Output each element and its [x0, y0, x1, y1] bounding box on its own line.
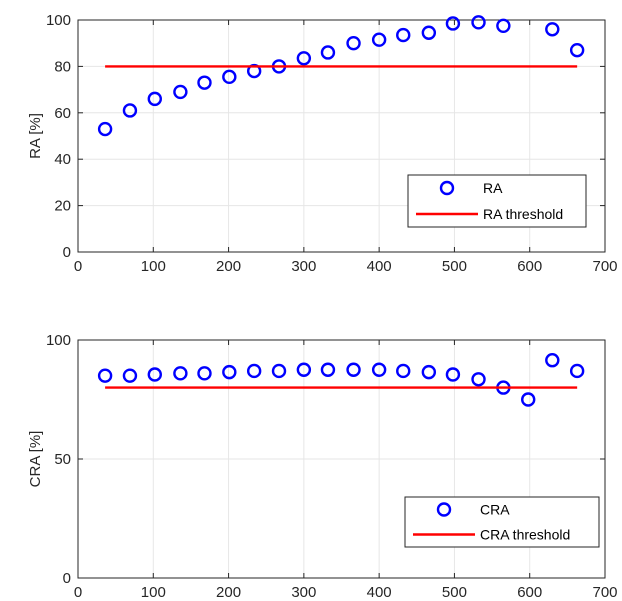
data-point [173, 84, 188, 100]
data-point [371, 362, 387, 377]
data-point [197, 366, 212, 381]
x-tick-label: 500 [442, 258, 467, 275]
data-point [545, 22, 560, 37]
x-tick-label: 200 [216, 584, 241, 601]
y-tick-label: 60 [54, 105, 71, 122]
axes-box [77, 19, 606, 253]
x-tick-label: 300 [291, 258, 316, 275]
y-axis-label: RA [%] [27, 113, 44, 159]
x-tick-label: 500 [442, 584, 467, 601]
data-point [147, 91, 162, 107]
data-point [296, 362, 312, 377]
data-point [346, 362, 361, 377]
data-point [122, 368, 138, 383]
legend-label: RA [483, 180, 503, 196]
data-point [545, 353, 560, 368]
x-tick-label: 400 [367, 258, 392, 275]
legend-label: CRA [480, 502, 510, 518]
data-point [471, 15, 486, 30]
x-tick-label: 200 [216, 258, 241, 275]
x-tick-label: 400 [367, 584, 392, 601]
data-point [296, 51, 312, 66]
x-tick-label: 600 [517, 584, 542, 601]
data-point [246, 63, 262, 79]
data-point [569, 42, 585, 58]
data-point [346, 36, 361, 51]
y-tick-label: 40 [54, 151, 71, 168]
x-tick-label: 700 [592, 584, 617, 601]
data-point [97, 368, 113, 383]
data-point [197, 75, 212, 90]
x-tick-label: 0 [74, 584, 82, 601]
data-point [471, 372, 486, 387]
legend-marker-swatch [436, 502, 452, 517]
legend-marker-swatch [439, 180, 455, 196]
y-tick-label: 0 [63, 244, 71, 261]
data-point [445, 16, 461, 31]
data-point [320, 45, 336, 60]
data-point [222, 364, 237, 380]
y-tick-label: 50 [54, 451, 71, 468]
x-tick-label: 600 [517, 258, 542, 275]
data-point [320, 362, 336, 377]
chart-panel-2: 0 100 200 300 400 500 600 700 0 50 100 CRA [%] CRA CR… [27, 332, 618, 601]
x-tick-label: 0 [74, 258, 82, 275]
data-point [421, 364, 437, 380]
y-tick-label: 100 [46, 332, 71, 349]
data-point [569, 363, 585, 379]
data-point [271, 363, 287, 379]
legend-label: CRA threshold [480, 527, 570, 543]
data-point [97, 121, 113, 137]
y-tick-label: 80 [54, 58, 71, 75]
x-tick-label: 300 [291, 584, 316, 601]
y-tick-label: 20 [54, 198, 71, 215]
y-tick-label: 0 [63, 570, 71, 587]
data-point [396, 27, 411, 43]
legend-box [404, 496, 600, 548]
chart-panel-1: 0 100 200 300 400 500 600 700 0 20 40 60 80 100 RA [%]… [27, 12, 618, 275]
x-tick-label: 100 [141, 584, 166, 601]
data-point [147, 367, 162, 382]
data-point [371, 32, 387, 47]
data-point [246, 363, 262, 379]
legend-label: RA threshold [483, 206, 563, 222]
data-point [396, 363, 411, 379]
data-point [122, 103, 138, 118]
data-point [521, 392, 536, 407]
x-tick-label: 700 [592, 258, 617, 275]
y-axis-label: CRA [%] [27, 431, 44, 488]
data-point [173, 366, 188, 381]
data-point [445, 367, 461, 382]
data-point [496, 18, 511, 33]
y-tick-label: 100 [46, 12, 71, 29]
legend-box [407, 174, 587, 228]
data-point [222, 69, 237, 85]
x-tick-label: 100 [141, 258, 166, 275]
data-point [421, 25, 437, 40]
